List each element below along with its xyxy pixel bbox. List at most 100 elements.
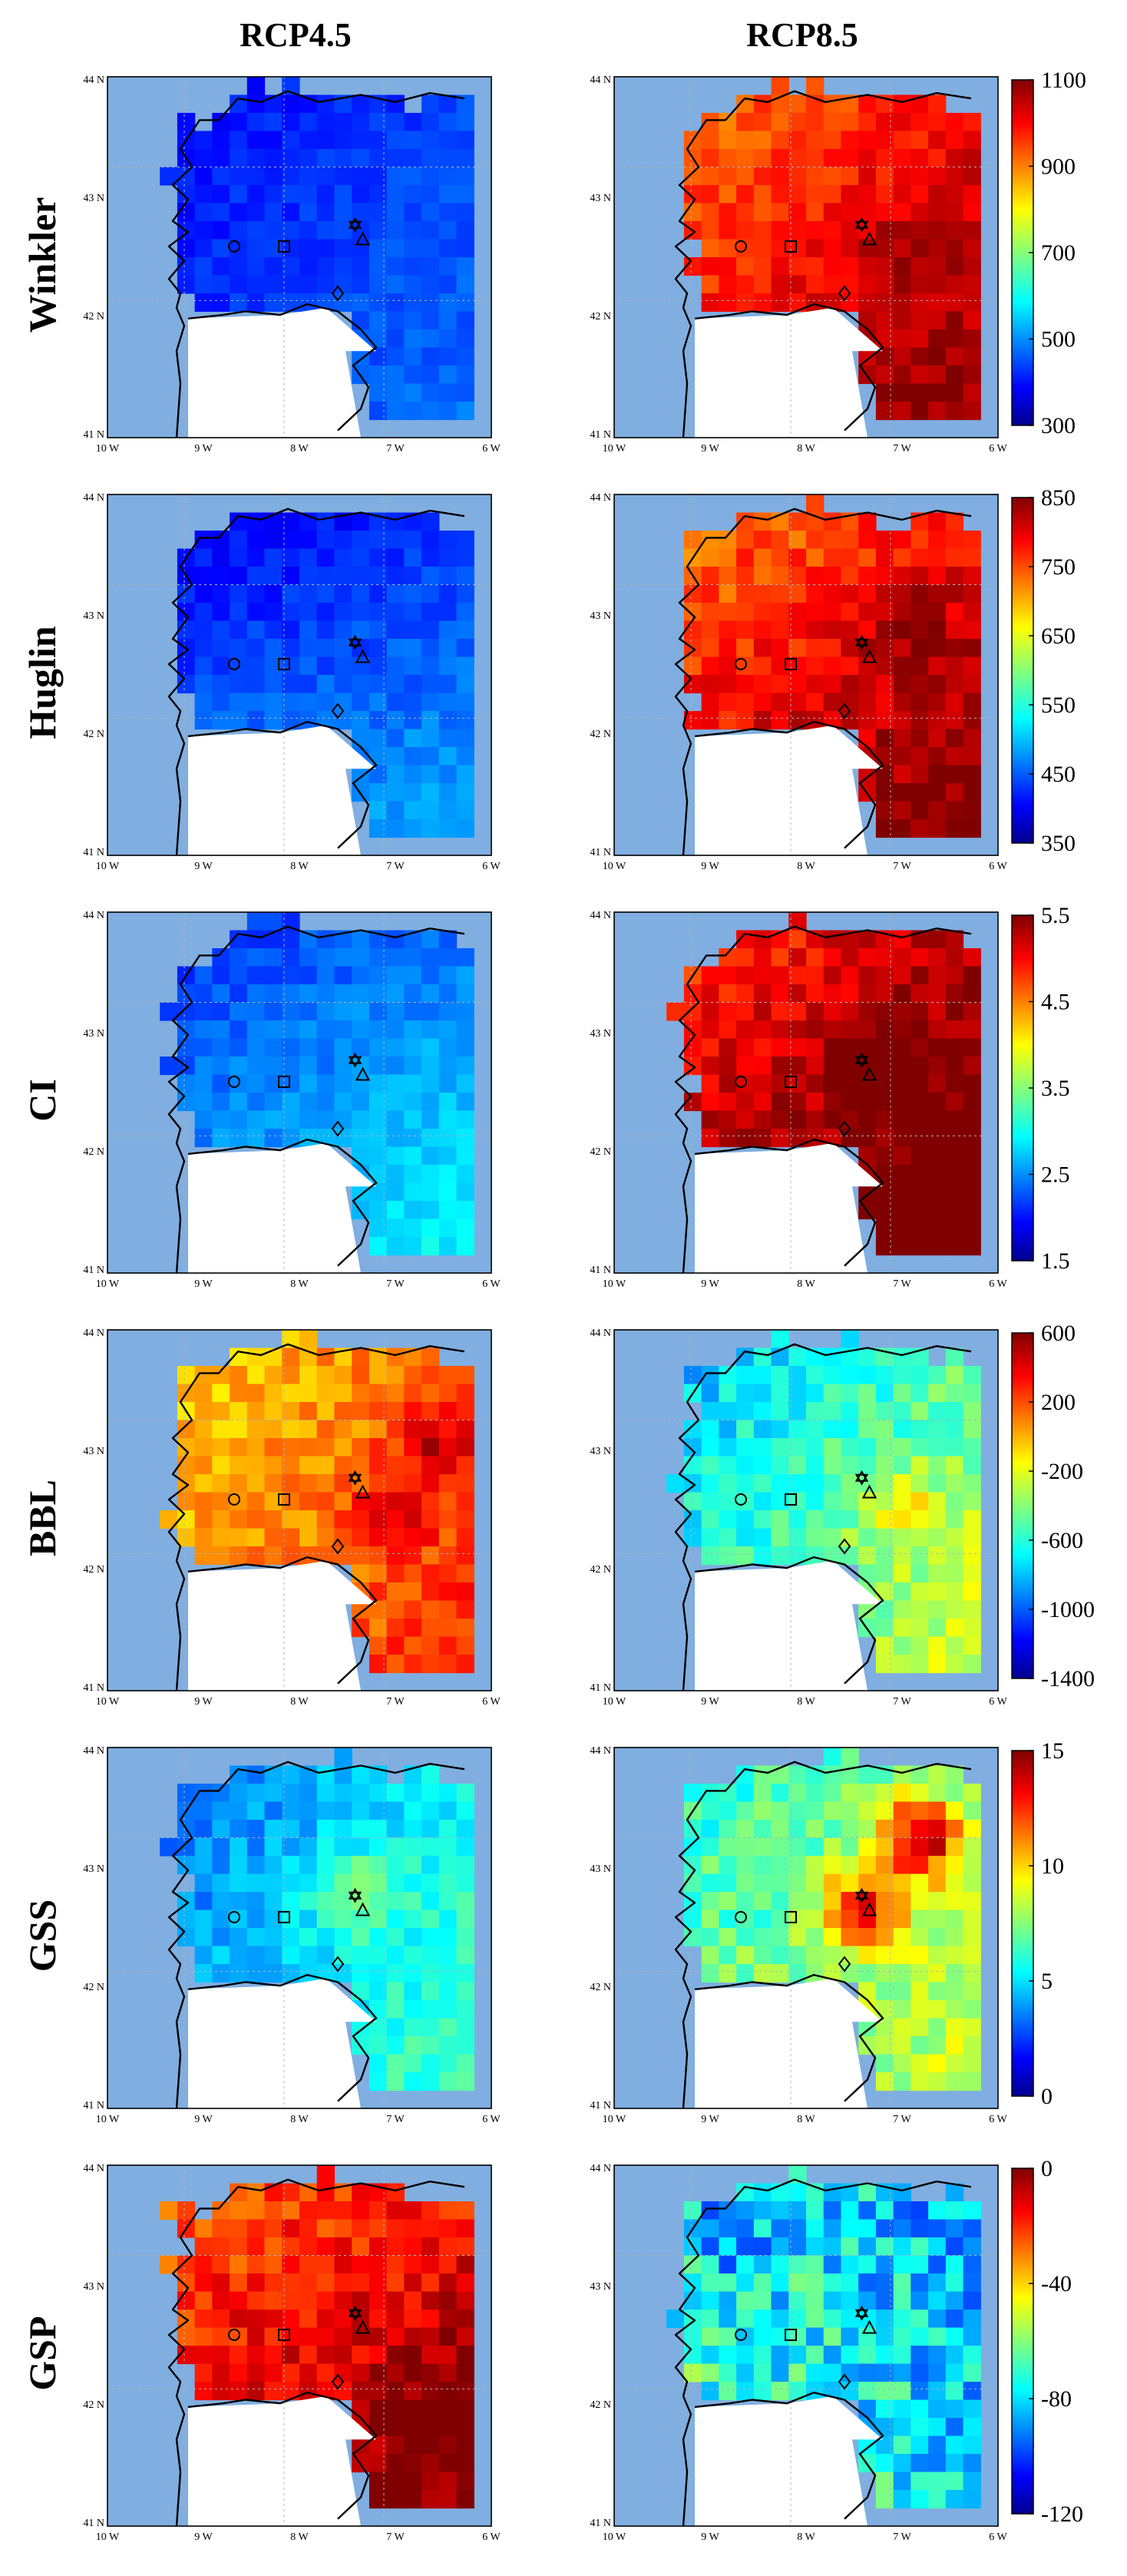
heatmap-cell [230, 1856, 248, 1875]
heatmap-cell [246, 930, 266, 949]
heatmap-cell [282, 94, 300, 114]
heatmap-cell [246, 2201, 266, 2221]
heatmap-cell [911, 2036, 929, 2055]
site-marker-circle [228, 1910, 240, 1923]
heatmap-cell [212, 1784, 230, 1803]
heatmap-cell [230, 1546, 248, 1566]
heatmap-cell [282, 711, 300, 730]
heatmap-cell [282, 1402, 300, 1421]
heatmap-cell [858, 1837, 877, 1857]
site-marker-star [348, 634, 362, 646]
heatmap-cell [334, 711, 352, 730]
heatmap-cell [316, 1384, 335, 1403]
heatmap-cell [911, 113, 929, 132]
heatmap-cell [456, 1600, 474, 1619]
heatmap-cell [438, 765, 458, 784]
heatmap-cell [893, 801, 911, 820]
heatmap-cell [719, 584, 737, 603]
heatmap-cell [719, 1837, 737, 1857]
heatmap-cell [334, 2273, 352, 2293]
heatmap-cell [230, 257, 248, 276]
lat-tick-label: 41 N [83, 1265, 104, 1276]
heatmap-cell [823, 584, 842, 603]
heatmap-cell [911, 1093, 929, 1112]
heatmap-cell [438, 729, 458, 748]
heatmap-cell [369, 1002, 388, 1021]
heatmap-cell [875, 1564, 894, 1583]
heatmap-cell [246, 1366, 266, 1385]
heatmap-cell [456, 783, 474, 802]
heatmap-cell [334, 1928, 352, 1947]
heatmap-cell [945, 2454, 964, 2473]
heatmap-cell [438, 1201, 458, 1220]
heatmap-cell [299, 656, 318, 676]
heatmap-cell [352, 311, 370, 330]
lat-tick-label: 41 N [590, 429, 611, 441]
heatmap-cell [316, 948, 335, 967]
heatmap-cell [875, 1582, 894, 1602]
heatmap-cell [404, 365, 422, 385]
heatmap-cell [316, 1820, 335, 1839]
heatmap-cell [911, 948, 929, 967]
heatmap-cell [334, 639, 352, 658]
heatmap-cell [456, 2399, 474, 2419]
heatmap-cell [316, 693, 335, 712]
heatmap-cell [753, 1910, 772, 1929]
heatmap-cell [352, 1057, 370, 1076]
heatmap-cell [858, 531, 877, 550]
heatmap-cell [386, 1474, 405, 1493]
heatmap-cell [701, 620, 719, 640]
heatmap-cell [858, 131, 877, 150]
colorbar-tick-label: 1100 [1041, 68, 1086, 93]
heatmap-cell [701, 1928, 719, 1947]
heatmap-cell [299, 675, 318, 694]
lon-tick-label: 6 W [482, 1696, 501, 1708]
heatmap-cell [858, 1474, 877, 1493]
heatmap-cell [264, 2219, 283, 2238]
heatmap-cell [194, 1057, 213, 1076]
heatmap-cell [858, 1366, 877, 1385]
heatmap-cell [369, 2273, 388, 2293]
lat-tick-label: 42 N [83, 1982, 104, 1993]
heatmap-cell [246, 167, 266, 186]
heatmap-cell [893, 2327, 911, 2346]
heatmap-cell [438, 329, 458, 349]
heatmap-cell [352, 1438, 370, 1457]
heatmap-cell [893, 1910, 911, 1929]
heatmap-cell [282, 930, 300, 949]
heatmap-cell [858, 729, 877, 748]
heatmap-cell [701, 1384, 719, 1403]
heatmap-cell [753, 1928, 772, 1947]
heatmap-cell [945, 2201, 964, 2221]
heatmap-cell [771, 1946, 789, 1965]
heatmap-cell [945, 203, 964, 222]
heatmap-cell [945, 257, 964, 276]
heatmap-cell [945, 2490, 964, 2509]
heatmap-cell [316, 167, 335, 186]
heatmap-cell [893, 1564, 911, 1583]
heatmap-cell [875, 1002, 894, 1021]
heatmap-cell [352, 347, 370, 366]
heatmap-cell [893, 2036, 911, 2055]
heatmap-cell [316, 1366, 335, 1385]
heatmap-cell [194, 239, 213, 258]
heatmap-cell [299, 113, 318, 132]
heatmap-cell [823, 2327, 842, 2346]
heatmap-cell [438, 94, 458, 114]
heatmap-cell [841, 656, 859, 676]
row-label-gss: GSS [21, 1900, 64, 1973]
heatmap-cell [771, 113, 789, 132]
heatmap-cell [230, 948, 248, 967]
heatmap-cell [386, 2201, 405, 2221]
heatmap-cell [421, 2219, 440, 2238]
heatmap-cell [316, 656, 335, 676]
heatmap-cell [806, 620, 825, 640]
heatmap-cell [438, 1038, 458, 1057]
heatmap-cell [334, 1820, 352, 1839]
heatmap-cell [963, 729, 981, 748]
heatmap-cell [945, 293, 964, 312]
heatmap-cell [911, 1201, 929, 1220]
